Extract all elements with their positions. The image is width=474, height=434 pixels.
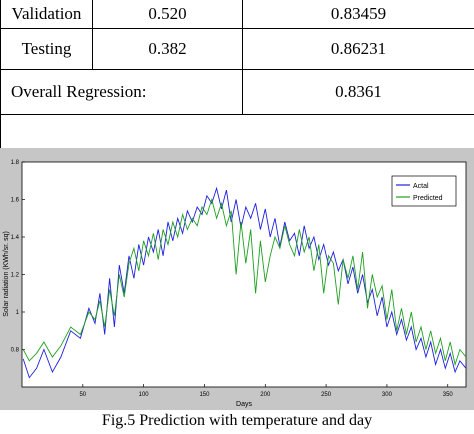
table-row-testing: Testing 0.382 0.86231: [0, 28, 474, 70]
regression-value: 0.83459: [242, 0, 474, 29]
legend: Actal Predicted: [391, 175, 457, 207]
x-tick-label: 350: [443, 392, 454, 398]
figure-caption: Fig.5 Prediction with temperature and da…: [101, 412, 373, 429]
y-tick-label: 1.4: [11, 235, 20, 241]
series-line-predicted: [22, 197, 467, 367]
prediction-figure: 50 100 150 200 250 300 350 0.8 1 1.2 1.4 1.6 1.8 Day…: [0, 148, 474, 410]
row-label: Testing: [0, 28, 93, 70]
y-axis-label: Solar radiation (KWh/sr. sq): [3, 231, 10, 317]
legend-label-actal: Actal: [413, 183, 429, 190]
legend-box: [391, 175, 457, 207]
x-tick-label: 250: [321, 392, 332, 398]
y-tick-label: 1.6: [11, 198, 20, 204]
x-tick-label: 100: [139, 392, 150, 398]
overall-value: 0.8361: [242, 69, 474, 115]
legend-label-predicted: Predicted: [413, 195, 443, 202]
line-chart: 50 100 150 200 250 300 350 0.8 1 1.2 1.4 1.6 1.8 Day…: [3, 160, 467, 408]
overall-label: Overall Regression:: [0, 69, 243, 115]
mse-value: 0.520: [92, 0, 243, 29]
x-axis-label: Days: [236, 401, 252, 408]
y-tick-label: 1: [16, 310, 20, 316]
row-label: Validation: [0, 0, 93, 29]
results-table: Validation 0.520 0.83459 Testing 0.382 0…: [0, 0, 474, 156]
table-row-validation: Validation 0.520 0.83459: [0, 0, 474, 29]
x-tick-label: 50: [79, 392, 86, 398]
x-tick-label: 300: [382, 392, 393, 398]
x-tick-label: 150: [199, 392, 210, 398]
mse-value: 0.382: [92, 28, 243, 70]
y-tick-label: 1.8: [11, 160, 20, 166]
table-row-overall: Overall Regression: 0.8361: [0, 69, 474, 115]
y-tick-label: 1.2: [11, 273, 20, 279]
x-tick-label: 200: [260, 392, 271, 398]
series-line-actal: [22, 186, 467, 379]
regression-value: 0.86231: [242, 28, 474, 70]
y-tick-label: 0.8: [11, 348, 20, 354]
